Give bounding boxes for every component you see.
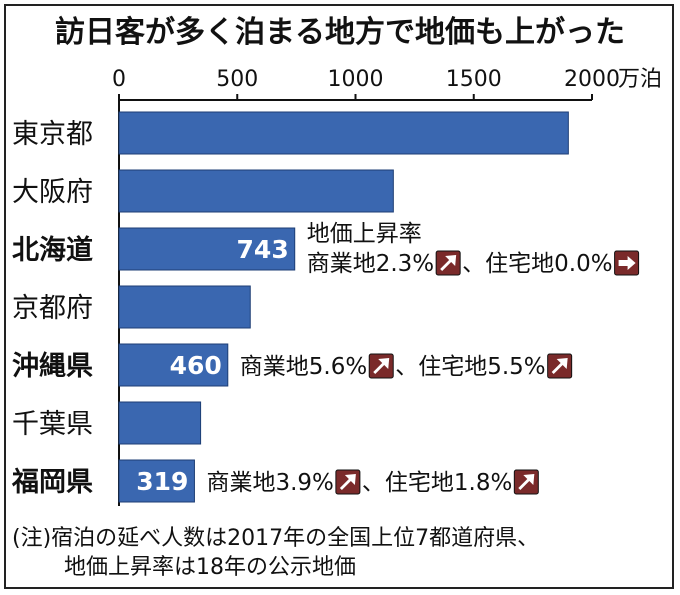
annotation-commercial: 商業地2.3% xyxy=(307,251,434,277)
chart-title: 訪日客が多く泊まる地方で地価も上がった xyxy=(55,15,625,50)
up-right-arrow-icon xyxy=(335,469,361,495)
bar-value-label: 319 xyxy=(136,467,188,496)
bar xyxy=(118,459,195,503)
bar-value-label: 743 xyxy=(237,235,289,264)
bar xyxy=(118,169,394,213)
up-right-arrow-icon xyxy=(435,250,461,276)
x-tick-label: 2000 xyxy=(564,67,620,92)
footnote-line: 地価上昇率は18年の公示地価 xyxy=(64,555,356,580)
category-label: 沖縄県 xyxy=(12,351,93,382)
category-label: 大阪府 xyxy=(12,177,93,208)
x-tick-label: 500 xyxy=(216,67,258,92)
annotation-residential: 、住宅地0.0% xyxy=(462,251,612,277)
up-right-arrow-icon xyxy=(513,469,539,495)
x-tick-label: 1500 xyxy=(446,67,502,92)
x-axis-unit: 万泊 xyxy=(618,67,662,92)
annotation-residential: 、住宅地5.5% xyxy=(395,354,545,380)
annotation-heading: 地価上昇率 xyxy=(307,221,422,247)
x-tick-label: 1000 xyxy=(328,67,384,92)
bar xyxy=(118,111,569,155)
category-label: 福岡県 xyxy=(11,467,93,498)
bar-value-label: 460 xyxy=(170,351,222,380)
bars: 743 460 319 xyxy=(118,111,569,503)
bar xyxy=(118,285,251,329)
footnote: (注)宿泊の延べ人数は2017年の全国上位7都道府県、地価上昇率は18年の公示地… xyxy=(12,526,539,580)
category-label: 千葉県 xyxy=(12,409,93,440)
annotation-commercial: 商業地3.9% xyxy=(206,470,333,496)
bar xyxy=(118,343,229,387)
footnote-line: (注)宿泊の延べ人数は2017年の全国上位7都道府県、 xyxy=(12,526,539,551)
category-label: 京都府 xyxy=(12,293,93,324)
up-right-arrow-icon xyxy=(368,353,394,379)
category-label: 北海道 xyxy=(12,234,93,266)
annotation-commercial: 商業地5.6% xyxy=(240,354,367,380)
x-tick-label: 0 xyxy=(112,67,126,92)
right-arrow-icon xyxy=(614,250,640,276)
bar xyxy=(118,227,296,271)
bar xyxy=(118,401,202,445)
annotation-residential: 、住宅地1.8% xyxy=(362,470,512,496)
category-label: 東京都 xyxy=(12,119,93,150)
up-right-arrow-icon xyxy=(547,353,573,379)
